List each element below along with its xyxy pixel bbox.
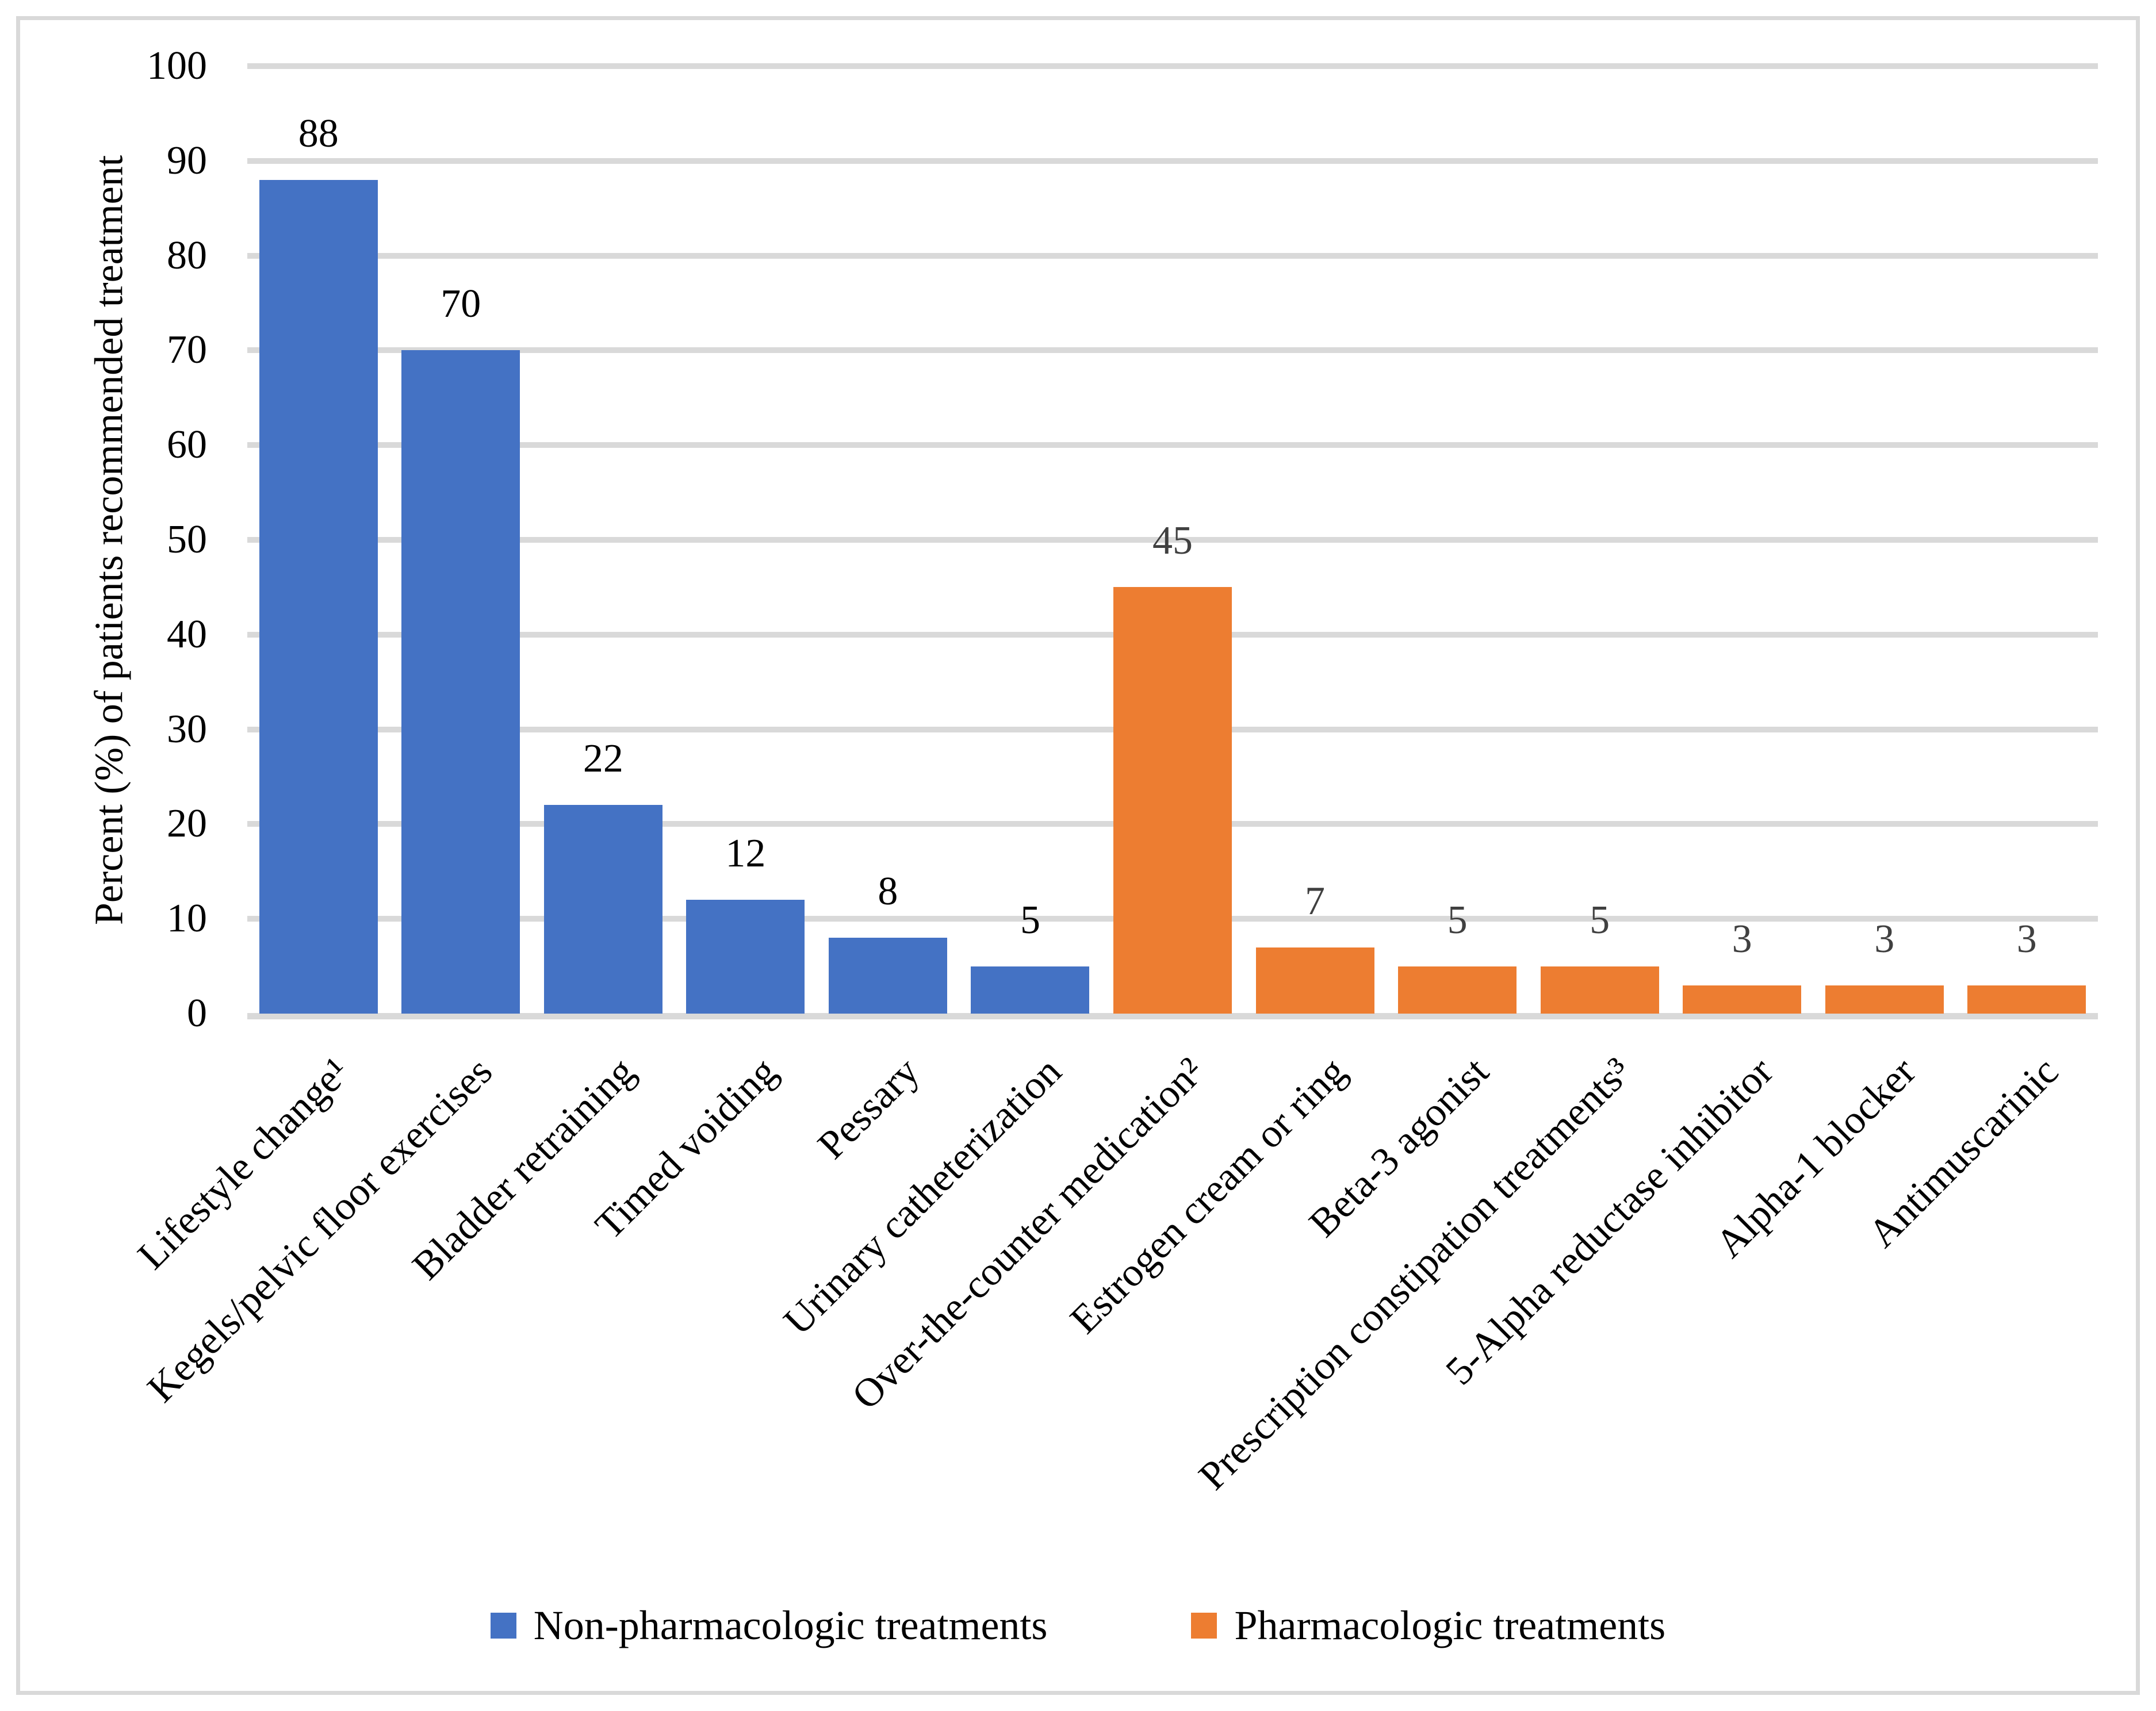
y-axis-tick-label: 30 xyxy=(167,707,207,751)
bar-value-label: 3 xyxy=(1874,916,1895,961)
bar xyxy=(401,350,520,1014)
bar-value-label: 8 xyxy=(878,869,898,914)
legend-label: Pharmacologic treatments xyxy=(1234,1602,1666,1648)
legend-label: Non-pharmacologic treatments xyxy=(533,1602,1048,1648)
x-axis-category-label: Pessary xyxy=(809,1049,928,1168)
bar-value-label: 12 xyxy=(725,831,766,876)
legend-item: Non-pharmacologic treatments xyxy=(490,1602,1048,1649)
x-axis-line xyxy=(247,1013,2098,1019)
legend-swatch-icon xyxy=(1191,1612,1217,1639)
bar xyxy=(686,900,805,1014)
legend-item: Pharmacologic treatments xyxy=(1191,1602,1665,1649)
y-axis-tick-label: 100 xyxy=(147,44,207,88)
bar xyxy=(1825,985,1944,1014)
y-axis-tick-label: 10 xyxy=(167,896,207,941)
bar xyxy=(1113,587,1232,1014)
bar-value-label: 45 xyxy=(1152,519,1193,563)
bar xyxy=(1255,947,1374,1014)
bar-value-label: 88 xyxy=(298,111,339,156)
y-axis-tick-label: 90 xyxy=(167,138,207,183)
gridline xyxy=(247,442,2098,448)
bar xyxy=(259,179,378,1014)
bar xyxy=(1967,985,2086,1014)
y-axis-tick-label: 80 xyxy=(167,233,207,278)
bar xyxy=(971,966,1090,1014)
bar-value-label: 3 xyxy=(1732,916,1752,961)
bar-value-label: 3 xyxy=(2016,916,2037,961)
bar xyxy=(1398,966,1517,1014)
gridline xyxy=(247,347,2098,354)
bar-value-label: 5 xyxy=(1020,897,1040,942)
y-axis-tick-label: 60 xyxy=(167,423,207,467)
bar-value-label: 5 xyxy=(1447,897,1468,942)
y-axis-tick-label: 50 xyxy=(167,517,207,562)
bar xyxy=(543,805,662,1014)
x-axis-category-label: Urinary catheterization xyxy=(775,1049,1070,1344)
gridline xyxy=(247,537,2098,543)
y-axis-tick-label: 0 xyxy=(187,991,207,1035)
bar-value-label: 7 xyxy=(1305,878,1326,923)
gridline xyxy=(247,158,2098,164)
legend-swatch-icon xyxy=(490,1612,516,1639)
bar-value-label: 5 xyxy=(1590,897,1610,942)
bar xyxy=(1540,966,1659,1014)
bar-value-label: 70 xyxy=(441,282,481,327)
x-axis-category-label: Estrogen cream or ring xyxy=(1062,1049,1355,1342)
bar xyxy=(828,938,947,1014)
y-axis-tick-label: 20 xyxy=(167,801,207,846)
gridline xyxy=(247,252,2098,259)
legend: Non-pharmacologic treatments Pharmacologi… xyxy=(0,1588,2156,1663)
bar-value-label: 22 xyxy=(583,736,623,781)
y-axis-tick-label: 70 xyxy=(167,328,207,373)
y-axis-tick-label: 40 xyxy=(167,612,207,657)
bar xyxy=(1683,985,1802,1014)
gridline xyxy=(247,63,2098,69)
